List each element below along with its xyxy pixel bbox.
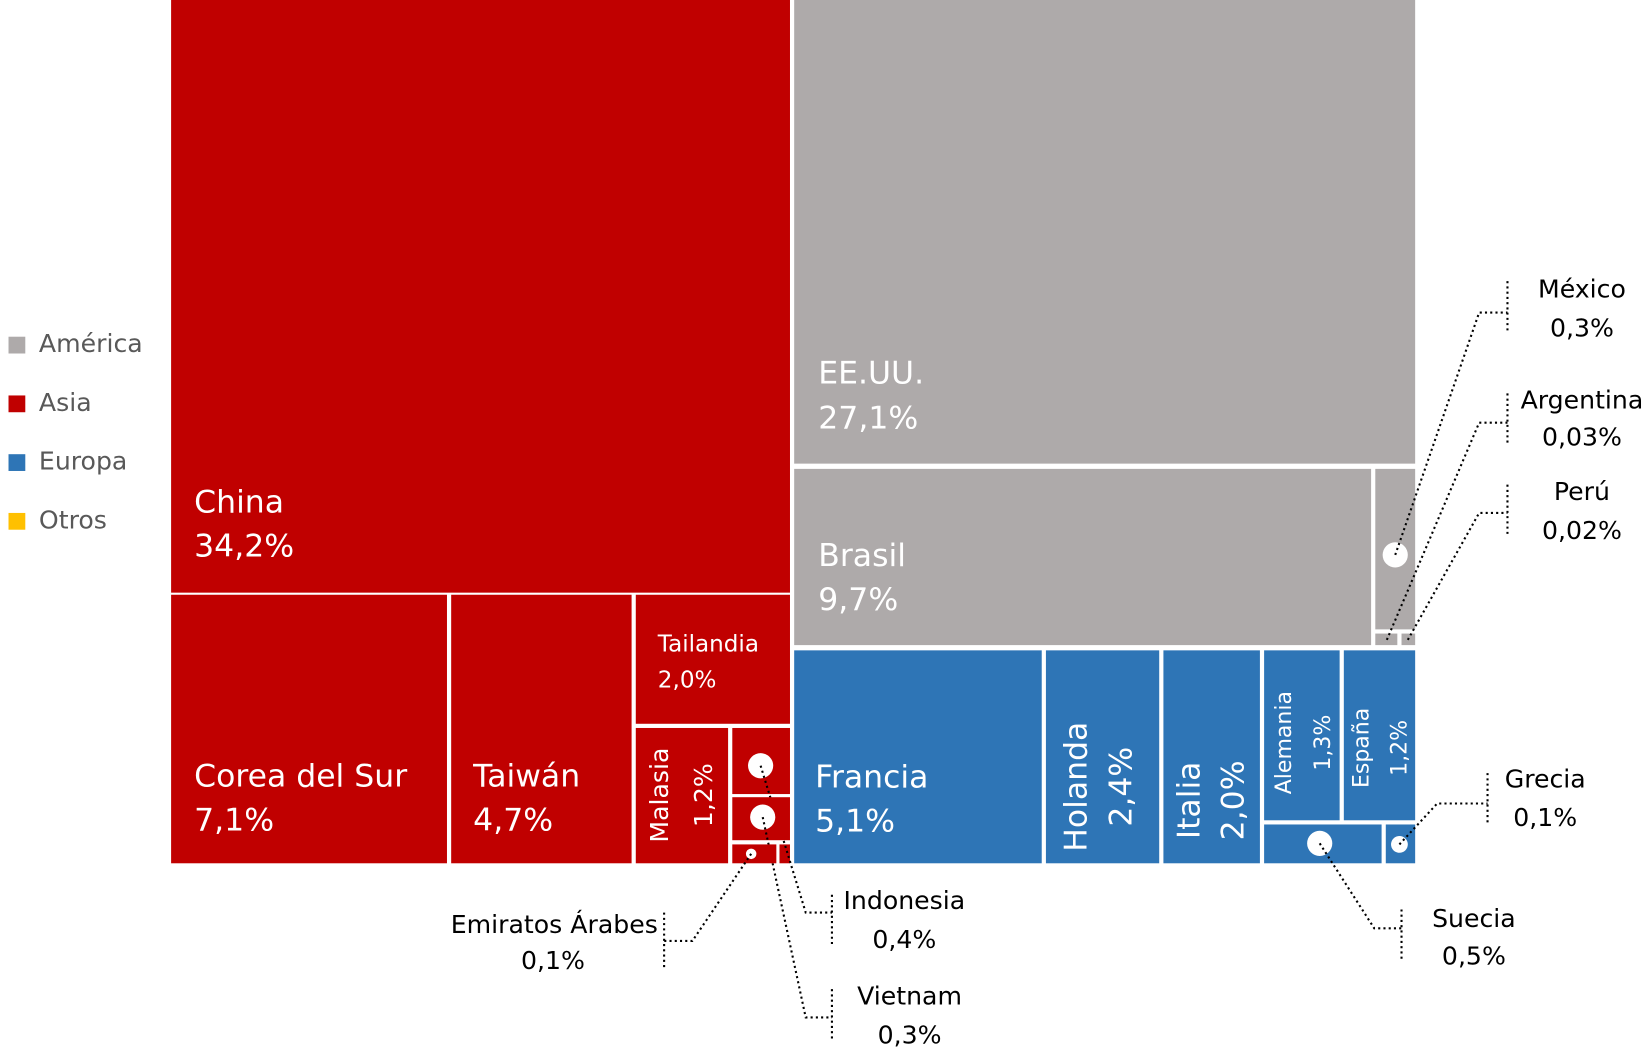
callout-label: Suecia — [1432, 904, 1516, 933]
tile-value: 7,1% — [194, 802, 274, 838]
tile — [1264, 650, 1340, 821]
tile-label: Tailandia — [657, 632, 759, 658]
tile-label: Corea del Sur — [194, 758, 407, 794]
legend-label: América — [39, 329, 143, 358]
tile-label: Malasia — [645, 748, 674, 843]
callout-value: 0,03% — [1542, 422, 1622, 451]
tile — [1343, 650, 1416, 821]
tile-value: 27,1% — [818, 401, 918, 437]
leader-line — [664, 853, 753, 942]
callout-label: Argentina — [1521, 386, 1644, 415]
callout-label: México — [1538, 275, 1626, 304]
legend-swatch — [8, 395, 26, 413]
callout-label: Perú — [1554, 477, 1610, 506]
tile — [171, 594, 447, 864]
tile-label: Italia — [1172, 762, 1208, 840]
tile — [635, 727, 729, 864]
tile-value: 5,1% — [815, 803, 895, 839]
legend-swatch — [8, 454, 26, 471]
tile-value: 2,0% — [658, 667, 717, 693]
tile-value: 9,7% — [818, 582, 898, 618]
tile-label: Francia — [815, 759, 928, 795]
callout-label: Indonesia — [843, 886, 965, 915]
leader-line — [761, 816, 832, 1019]
leader-line — [759, 765, 832, 914]
tile-label: China — [194, 484, 284, 520]
tile-value: 1,3% — [1311, 715, 1336, 771]
callout-value: 0,1% — [1513, 803, 1577, 832]
callout-value: 0,3% — [1550, 313, 1614, 342]
tile-label: Brasil — [818, 538, 906, 574]
callout-value: 0,02% — [1542, 516, 1622, 545]
tile-value: 1,2% — [689, 763, 718, 827]
tile-value: 4,7% — [473, 802, 553, 838]
tile — [635, 594, 790, 724]
tile-value: 2,4% — [1104, 747, 1140, 827]
tile-value: 34,2% — [194, 529, 294, 565]
marker-dot — [1382, 542, 1408, 568]
tile-label: EE.UU. — [818, 355, 924, 391]
tile-label: España — [1350, 708, 1375, 788]
callout-label: Emiratos Árabes — [451, 910, 658, 939]
callout-label: Grecia — [1505, 764, 1586, 793]
tile — [1163, 650, 1260, 864]
callout-value: 0,3% — [878, 1020, 942, 1049]
tile — [171, 0, 790, 593]
callout-value: 0,1% — [521, 946, 585, 975]
tile-label: Taiwán — [472, 758, 580, 794]
tile — [794, 650, 1042, 864]
tile — [794, 468, 1372, 646]
tile — [451, 594, 632, 864]
legend-swatch — [8, 336, 26, 354]
callout-value: 0,4% — [872, 925, 936, 954]
leader-line — [1406, 511, 1508, 641]
tile-value: 1,2% — [1387, 720, 1412, 776]
tile-value: 2,0% — [1216, 760, 1252, 840]
legend-swatch — [8, 512, 26, 530]
tile-label: Holanda — [1058, 722, 1094, 852]
leader-line — [1394, 311, 1508, 556]
tile — [794, 0, 1416, 464]
leader-line — [1398, 802, 1488, 846]
leader-line — [1318, 842, 1402, 930]
legend-label: Otros — [39, 505, 107, 534]
callout-label: Vietnam — [857, 982, 962, 1011]
legend-label: Asia — [39, 388, 92, 417]
tile — [1045, 650, 1160, 864]
legend-label: Europa — [39, 447, 127, 476]
callout-value: 0,5% — [1442, 942, 1506, 971]
sliver — [779, 844, 790, 864]
tile-label: Alemania — [1272, 691, 1297, 794]
